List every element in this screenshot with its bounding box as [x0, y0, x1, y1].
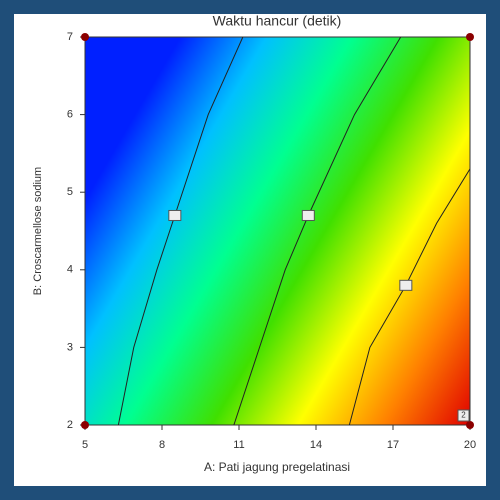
y-axis-label: B: Croscarmellose sodium	[32, 167, 44, 295]
y-tick-label: 4	[67, 264, 73, 276]
x-tick-label: 17	[387, 439, 399, 451]
x-tick-label: 20	[464, 439, 476, 451]
contour-line	[117, 37, 244, 425]
chart-title: Waktu hancur (detik)	[213, 13, 342, 29]
design-point	[466, 421, 474, 429]
x-tick-label: 11	[233, 439, 244, 451]
annotation-box	[457, 409, 470, 422]
x-axis-label: A: Pati jagung pregelatinasi	[204, 460, 350, 474]
design-point	[81, 33, 89, 41]
y-tick-label: 3	[67, 341, 73, 353]
y-tick-label: 6	[67, 109, 73, 121]
contour-label-box	[301, 209, 315, 221]
x-tick-label: 8	[159, 439, 165, 451]
contour-label-box	[399, 279, 413, 291]
x-tick-label: 5	[82, 439, 88, 451]
design-point	[466, 33, 474, 41]
surface	[85, 37, 470, 425]
x-tick-label: 14	[310, 439, 322, 451]
y-tick-label: 2	[67, 419, 73, 431]
design-point	[81, 421, 89, 429]
y-tick-label: 5	[67, 186, 73, 198]
contour-line	[233, 37, 402, 425]
plot-frame	[84, 36, 471, 426]
y-tick-label: 7	[67, 31, 73, 43]
annotation: 2	[461, 411, 466, 420]
contour-label-box	[168, 209, 182, 221]
